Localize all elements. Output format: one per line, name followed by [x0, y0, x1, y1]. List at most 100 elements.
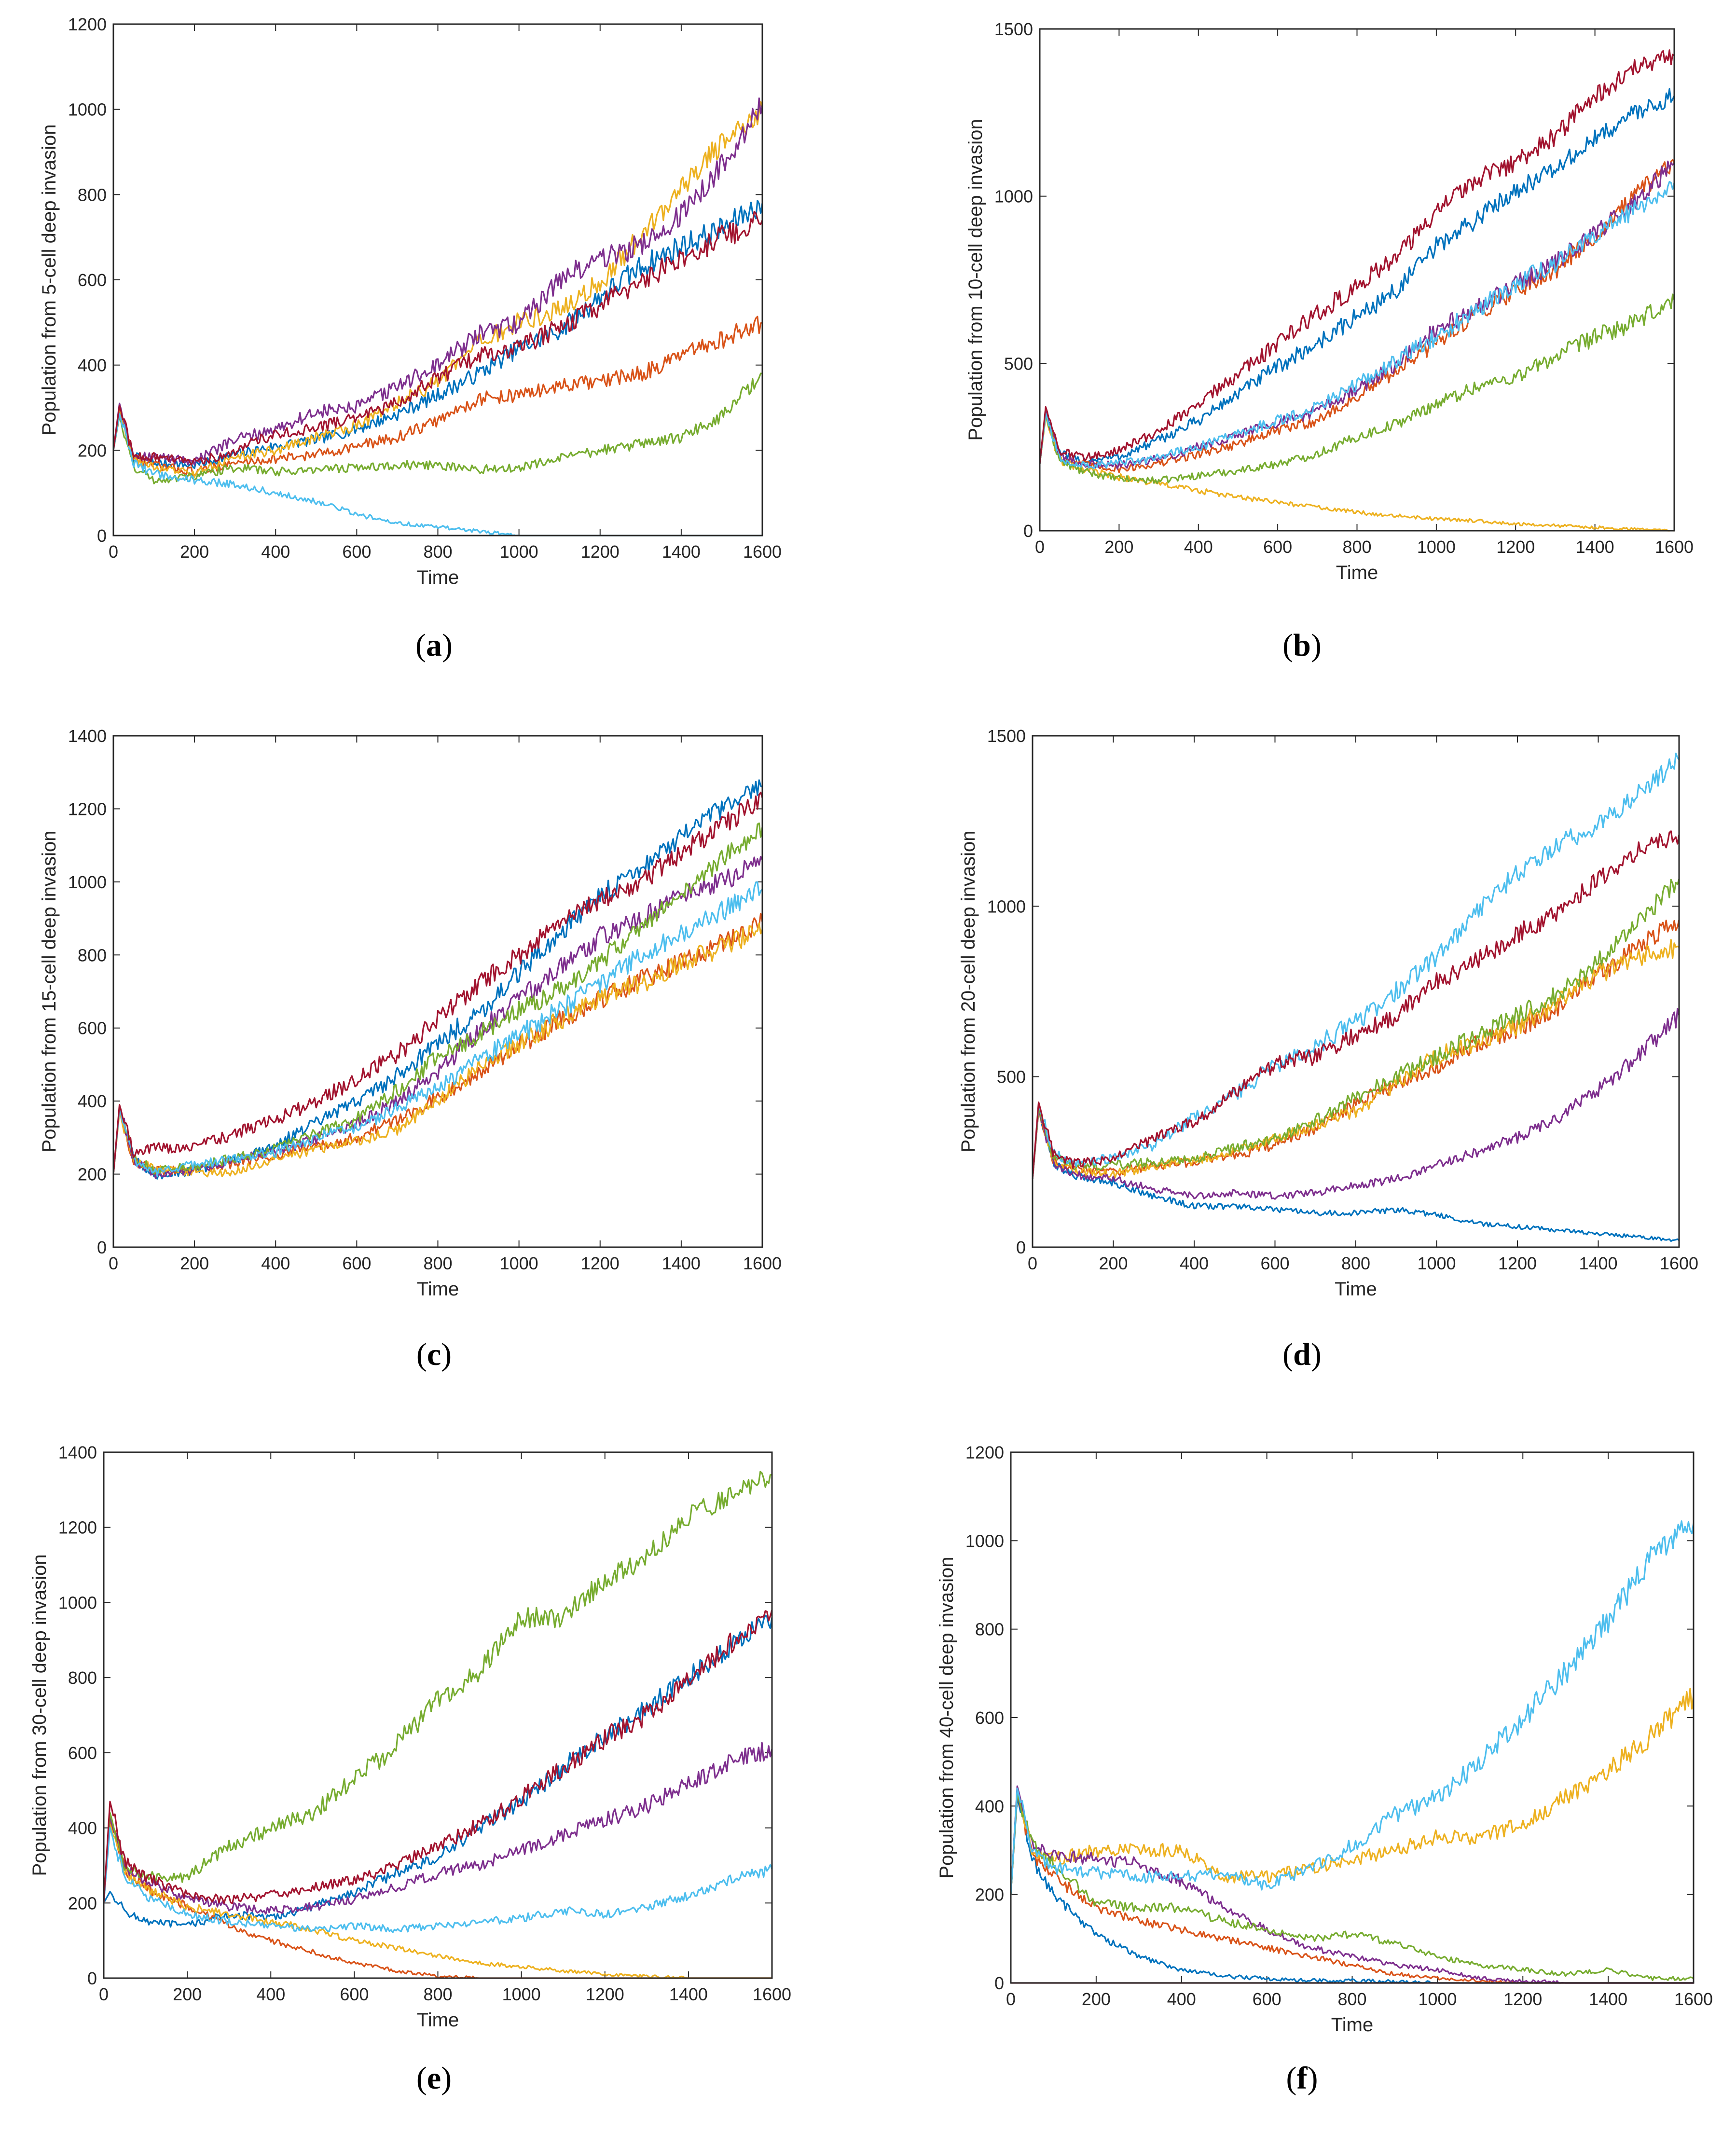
y-tick-label: 800: [68, 1668, 97, 1688]
series-line: [112, 372, 763, 484]
panel-caption-d: (d): [1282, 1337, 1322, 1372]
series-line: [112, 822, 763, 1175]
y-tick-label: 800: [975, 1620, 1004, 1639]
series-line: [1032, 1008, 1680, 1200]
x-axis-label: Time: [1336, 562, 1378, 583]
series-line: [1032, 879, 1680, 1179]
x-tick-label: 1000: [500, 1253, 538, 1273]
series-line: [1039, 159, 1675, 473]
x-tick-label: 1600: [753, 1984, 791, 2004]
series-line: [1010, 1785, 1694, 1984]
x-tick-label: 200: [180, 542, 209, 562]
y-tick-label: 600: [975, 1708, 1004, 1728]
y-axis-label: Population from 40-cell deep invasion: [936, 1556, 957, 1878]
x-tick-label: 1600: [1655, 537, 1694, 557]
chart-panel-c: 0 200 400 600 800 1000 1200 1400 1600 0 200 400 600 8…: [0, 709, 868, 1418]
series-line: [1039, 180, 1675, 470]
y-tick-label: 1200: [68, 799, 107, 819]
y-tick-label: 1200: [965, 1443, 1004, 1462]
chart-f: 0 200 400 600 800 1000 1200 1400 1600 0 200 400 600 8…: [936, 1443, 1713, 2036]
x-tick-label: 800: [1342, 537, 1371, 557]
x-tick-label: 600: [342, 542, 371, 562]
y-tick-label: 1400: [68, 726, 107, 746]
x-tick-label: 1200: [581, 1253, 620, 1273]
series-line: [1039, 293, 1675, 484]
y-axis-label: Population from 30-cell deep invasion: [29, 1554, 50, 1876]
y-tick-label: 1500: [994, 19, 1033, 39]
series-line: [1032, 920, 1680, 1179]
x-tick-label: 0: [109, 542, 118, 562]
x-tick-label: 0: [1028, 1253, 1037, 1273]
y-tick-label: 200: [975, 1885, 1004, 1905]
y-tick-label: 800: [78, 945, 107, 965]
y-tick-label: 0: [87, 1968, 97, 1988]
series-line: [103, 1614, 773, 1928]
y-tick-label: 800: [78, 185, 107, 205]
x-tick-label: 1600: [1674, 1989, 1713, 2009]
x-tick-label: 1200: [581, 542, 620, 562]
panel-caption-f: (f): [1286, 2061, 1318, 2096]
series-line: [112, 791, 763, 1174]
panel-caption-c: (c): [416, 1337, 452, 1372]
x-tick-label: 0: [1035, 537, 1045, 557]
chart-panel-d: 0 200 400 600 800 1000 1200 1400 1600 0 500 1000 150…: [868, 709, 1736, 1418]
y-tick-label: 600: [78, 1018, 107, 1038]
series-line: [103, 1827, 773, 1933]
x-tick-label: 1000: [502, 1984, 541, 2004]
chart-panel-a: 0 200 400 600 800 1000 1200 1400 1600 0 200 400 600 8…: [0, 0, 868, 709]
x-tick-label: 600: [342, 1253, 371, 1273]
series-line: [1010, 1688, 1695, 1895]
y-tick-label: 1200: [58, 1518, 97, 1538]
x-axis-label: Time: [1335, 1279, 1377, 1300]
x-tick-label: 800: [423, 1984, 452, 2004]
y-tick-label: 200: [78, 1165, 107, 1184]
y-axis-label: Population from 20-cell deep invasion: [958, 830, 979, 1152]
series-line: [103, 1610, 773, 1904]
x-tick-label: 1000: [500, 542, 538, 562]
y-tick-label: 0: [994, 1973, 1004, 1993]
x-tick-label: 0: [99, 1984, 109, 2004]
chart-e: 0 200 400 600 800 1000 1200 1400 1600 0 200 400 600 8…: [29, 1443, 791, 2031]
x-tick-label: 400: [1167, 1989, 1196, 2009]
x-tick-label: 1000: [1417, 1253, 1456, 1273]
x-tick-label: 1600: [1660, 1253, 1698, 1273]
series-line: [112, 200, 763, 469]
y-tick-label: 1000: [58, 1593, 97, 1612]
y-tick-label: 200: [68, 1893, 97, 1913]
y-tick-label: 0: [97, 526, 107, 546]
y-tick-label: 1400: [58, 1443, 97, 1462]
x-tick-label: 600: [1263, 537, 1292, 557]
x-tick-label: 400: [1184, 537, 1213, 557]
series-line: [1010, 1792, 1694, 1982]
x-tick-label: 0: [1006, 1989, 1016, 2009]
y-tick-label: 200: [78, 440, 107, 460]
x-tick-label: 600: [1253, 1989, 1281, 2009]
y-axis-label: Population from 15-cell deep invasion: [39, 830, 60, 1152]
y-axis-label: Population from 5-cell deep invasion: [39, 124, 60, 436]
x-tick-label: 200: [1082, 1989, 1111, 2009]
x-tick-label: 1000: [1417, 537, 1456, 557]
x-tick-label: 400: [1180, 1253, 1209, 1273]
x-tick-label: 1200: [1503, 1989, 1542, 2009]
x-axis-label: Time: [1331, 2014, 1373, 2036]
x-tick-label: 800: [1341, 1253, 1370, 1273]
y-tick-label: 1000: [68, 872, 107, 892]
chart-b: 0 200 400 600 800 1000 1200 1400 1600 0 500 1000 150…: [965, 19, 1694, 583]
series-line: [112, 316, 763, 476]
series-line: [112, 922, 763, 1178]
panel-caption-e: (e): [416, 2061, 452, 2096]
x-tick-label: 1200: [1498, 1253, 1537, 1273]
chart-d: 0 200 400 600 800 1000 1200 1400 1600 0 500 1000 150…: [958, 726, 1698, 1300]
series-line: [1039, 88, 1675, 465]
series-line: [1039, 416, 1675, 532]
y-tick-label: 600: [78, 270, 107, 290]
y-tick-label: 500: [997, 1067, 1026, 1087]
x-axis-label: Time: [417, 567, 459, 588]
x-tick-label: 200: [173, 1984, 202, 2004]
x-tick-label: 1400: [1589, 1989, 1627, 2009]
series-line: [112, 101, 763, 478]
series-line: [103, 1742, 773, 1915]
y-tick-label: 400: [78, 356, 107, 375]
x-tick-label: 200: [180, 1253, 209, 1273]
x-tick-label: 800: [1337, 1989, 1366, 2009]
